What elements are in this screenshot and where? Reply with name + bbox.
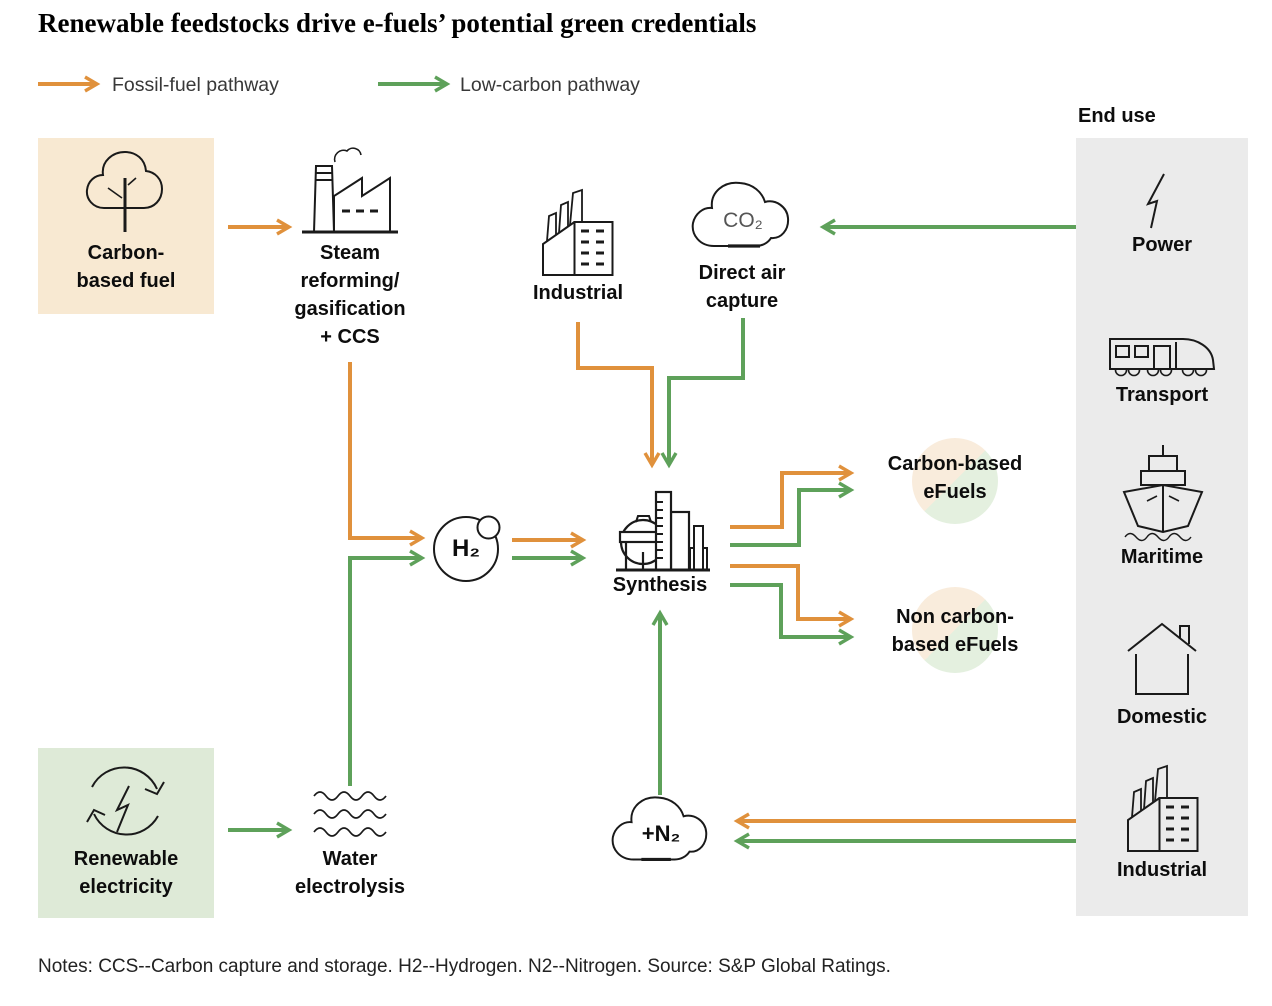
h2-label: H₂ bbox=[452, 535, 480, 562]
industrial-plant-icon bbox=[1127, 764, 1199, 852]
industrial-plant-icon bbox=[542, 188, 614, 276]
legend-fossil-label: Fossil-fuel pathway bbox=[112, 74, 279, 96]
synthesis-label: Synthesis bbox=[612, 574, 708, 596]
carbon-efuels-circle bbox=[912, 438, 998, 524]
low-carbon-paths bbox=[228, 75, 1076, 850]
tree-icon bbox=[85, 150, 164, 232]
end-use-domestic-label: Domestic bbox=[1116, 706, 1208, 728]
end-use-title: End use bbox=[1078, 105, 1156, 127]
renewable-electricity-box bbox=[38, 748, 214, 918]
waves-icon bbox=[313, 791, 387, 837]
ship-icon bbox=[1122, 445, 1204, 542]
n2-label: +N₂ bbox=[641, 821, 681, 846]
house-icon bbox=[1127, 622, 1197, 695]
molecule-icon bbox=[433, 515, 501, 582]
cloud-icon bbox=[611, 796, 708, 862]
page-title: Renewable feedstocks drive e-fuels’ pote… bbox=[38, 8, 757, 38]
end-use-transport-label: Transport bbox=[1115, 384, 1209, 406]
cloud-icon bbox=[691, 181, 790, 248]
renewable-cycle-icon bbox=[86, 766, 165, 836]
footnotes: Notes: CCS--Carbon capture and storage. … bbox=[38, 956, 891, 977]
legend-low-carbon-label: Low-carbon pathway bbox=[460, 74, 640, 96]
non-carbon-efuels-label: Non carbon- based eFuels bbox=[891, 606, 1019, 656]
fossil-fuel-paths bbox=[38, 75, 1076, 830]
factory-chimney-icon bbox=[302, 147, 398, 234]
end-use-maritime-label: Maritime bbox=[1120, 546, 1204, 568]
co2-label: CO₂ bbox=[723, 209, 763, 232]
water-electrolysis-label: Water electrolysis bbox=[294, 848, 406, 898]
end-use-industrial-label: Industrial bbox=[1116, 859, 1207, 881]
lightning-icon bbox=[1145, 173, 1165, 229]
direct-air-capture-label: Direct air capture bbox=[698, 262, 786, 312]
end-use-power-label: Power bbox=[1131, 234, 1193, 256]
industrial-source-label: Industrial bbox=[532, 282, 623, 304]
steam-reforming-label: Steam reforming/ gasification + CCS bbox=[294, 242, 406, 348]
train-icon bbox=[1109, 338, 1216, 377]
chemical-plant-icon bbox=[616, 490, 710, 572]
carbon-fuel-label: Carbon- based fuel bbox=[76, 242, 176, 292]
non-carbon-efuels-circle bbox=[912, 587, 998, 673]
renewable-electricity-label: Renewable electricity bbox=[73, 848, 179, 898]
carbon-efuels-label: Carbon-based eFuels bbox=[887, 453, 1023, 503]
